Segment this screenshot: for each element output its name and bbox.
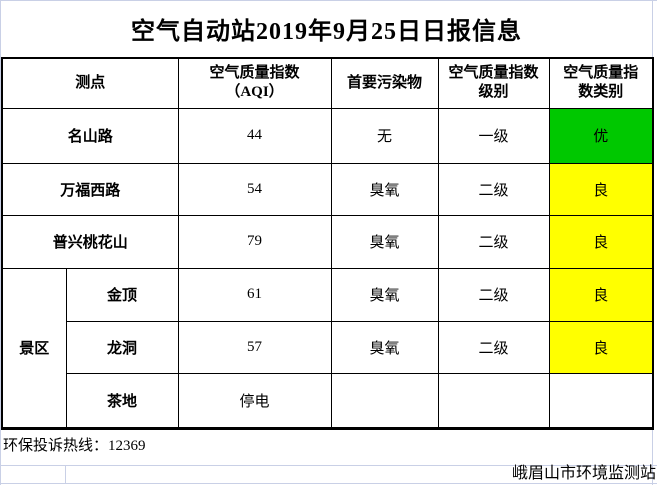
cell-site: 茶地	[65, 372, 179, 429]
gridline-top	[0, 0, 657, 1]
header-category: 空气质量指 数类别	[548, 57, 654, 109]
cell-site: 龙洞	[65, 320, 179, 374]
header-aqi: 空气质量指数 （AQI）	[177, 57, 332, 109]
header-row: 测点 空气质量指数 （AQI） 首要污染物 空气质量指数 级别 空气质量指 数类…	[1, 57, 654, 109]
table-row: 普兴桃花山 79 臭氧 二级 良	[1, 214, 654, 269]
cell-group-label: 景区	[1, 267, 67, 429]
gridline-footer-bottom	[0, 483, 657, 484]
header-pollutant: 首要污染物	[330, 57, 439, 109]
organization-text: 峨眉山市环境监测站	[511, 465, 656, 482]
cell-category: 良	[548, 162, 654, 216]
table-row: 景区 金顶 61 臭氧 二级 良	[1, 267, 654, 429]
cell-level: 二级	[437, 214, 550, 269]
cell-aqi: 停电	[177, 372, 332, 429]
cell-level	[437, 372, 550, 429]
cell-site: 万福西路	[1, 162, 179, 216]
cell-site: 普兴桃花山	[1, 214, 179, 269]
hotline-text: 环保投诉热线：12369	[3, 438, 146, 454]
cell-pollutant: 臭氧	[330, 214, 439, 269]
cell-category: 良	[548, 214, 654, 269]
cell-aqi: 44	[177, 107, 332, 164]
header-site: 测点	[1, 57, 179, 109]
cell-level: 一级	[437, 107, 550, 164]
report-title: 空气自动站2019年9月25日日报信息	[131, 19, 522, 45]
cell-site: 名山路	[1, 107, 179, 164]
gridline-footer-top	[0, 465, 657, 466]
cell-aqi: 61	[177, 267, 332, 322]
table-row: 万福西路 54 臭氧 二级 良	[1, 162, 654, 216]
cell-aqi: 79	[177, 214, 332, 269]
header-level: 空气质量指数 级别	[437, 57, 550, 109]
gridline-left	[0, 0, 1, 485]
cell-level: 二级	[437, 320, 550, 374]
air-quality-table: 测点 空气质量指数 （AQI） 首要污染物 空气质量指数 级别 空气质量指 数类…	[1, 57, 655, 430]
cell-aqi: 57	[177, 320, 332, 374]
cell-level: 二级	[437, 162, 550, 216]
cell-pollutant: 臭氧	[330, 162, 439, 216]
cell-pollutant	[330, 372, 439, 429]
cell-category: 优	[548, 107, 654, 164]
cell-category: 良	[548, 320, 654, 374]
table-row: 名山路 44 无 一级 优	[1, 107, 654, 164]
cell-pollutant: 无	[330, 107, 439, 164]
table-row: 龙洞 57 臭氧 二级 良	[2, 320, 654, 374]
cell-site: 金顶	[65, 267, 179, 322]
cell-category	[548, 372, 654, 429]
table-row: 茶地 停电	[2, 372, 654, 429]
cell-pollutant: 臭氧	[330, 267, 439, 322]
gridline-footer-vertical	[65, 465, 66, 483]
cell-level: 二级	[437, 267, 550, 322]
cell-category: 良	[548, 267, 654, 322]
cell-aqi: 54	[177, 162, 332, 216]
cell-pollutant: 臭氧	[330, 320, 439, 374]
